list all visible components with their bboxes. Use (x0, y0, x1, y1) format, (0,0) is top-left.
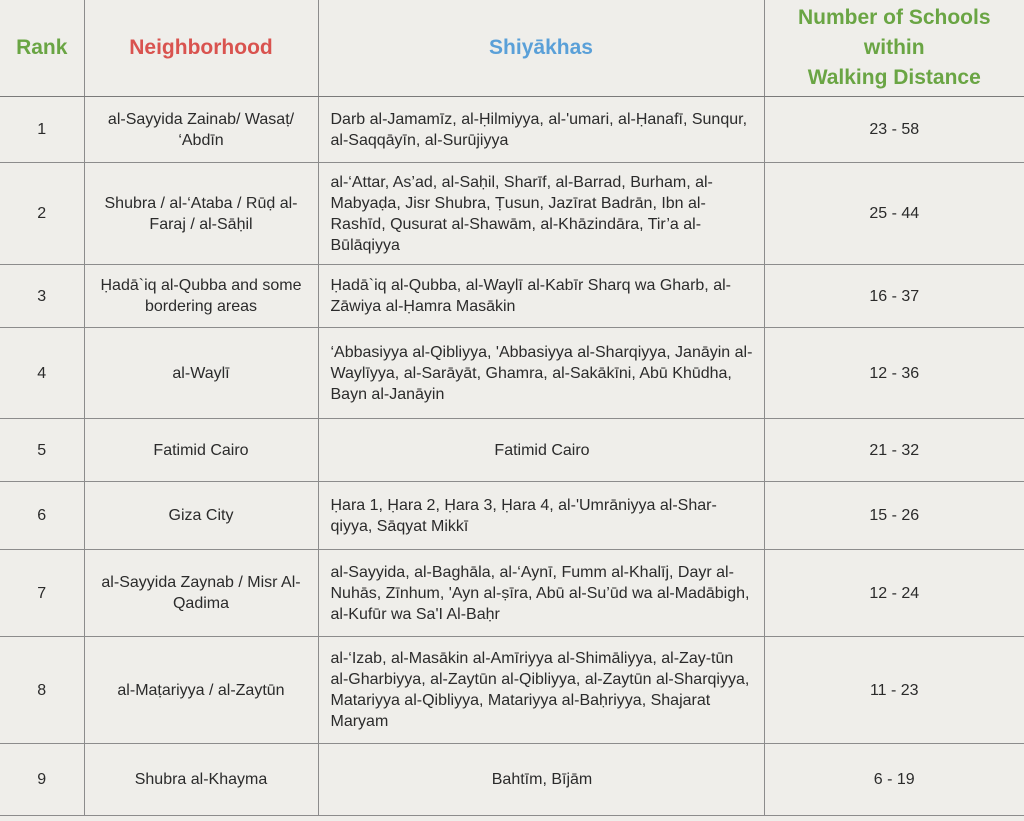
schools-cell: 21 - 32 (764, 418, 1024, 482)
shiyakhas-cell: ‘Abbasiyya al-Qibliyya, 'Abbasiyya al-Sh… (318, 327, 765, 419)
header-rank: Rank (0, 0, 85, 97)
shiyakhas-cell: al-‘Attar, As’ad, al-Saḥil, Sharīf, al-B… (318, 162, 765, 265)
shiyakhas-cell: Ḥadā`iq al-Qubba, al-Waylī al-Kabīr Shar… (318, 264, 765, 328)
rank-cell: 7 (0, 549, 85, 637)
schools-cell: 25 - 44 (764, 162, 1024, 265)
rank-cell: 4 (0, 327, 85, 419)
header-neighborhood: Neighborhood (84, 0, 319, 97)
neighborhood-cell: Giza City (84, 481, 319, 550)
neighborhood-cell: al-Maṭariyya / al-Zaytūn (84, 636, 319, 744)
header-row: Rank Neighborhood Shiyākhas Number of Sc… (0, 0, 1024, 97)
shiyakhas-cell: Bahtīm, Bījām (318, 743, 765, 816)
shiyakhas-cell: Ḥara 1, Ḥara 2, Ḥara 3, Ḥara 4, al-'Umrā… (318, 481, 765, 550)
neighborhood-cell: Fatimid Cairo (84, 418, 319, 482)
table-header: Rank Neighborhood Shiyākhas Number of Sc… (0, 0, 1024, 97)
neighborhood-cell: Ḥadā`iq al-Qubba and some bordering area… (84, 264, 319, 328)
table-row: 4 al-Waylī ‘Abbasiyya al-Qibliyya, 'Abba… (0, 327, 1024, 419)
rank-cell: 2 (0, 162, 85, 265)
schools-cell: 12 - 24 (764, 549, 1024, 637)
table-row: 1 al-Sayyida Zainab/ Wasaṭ/ ‘Abdīn Darb … (0, 96, 1024, 163)
neighborhood-cell: al-Sayyida Zainab/ Wasaṭ/ ‘Abdīn (84, 96, 319, 163)
neighborhood-cell: Shubra / al-‘Ataba / Rūḍ al-Faraj / al-S… (84, 162, 319, 265)
header-schools-line1: Number of Schools (797, 6, 991, 29)
schools-cell: 12 - 36 (764, 327, 1024, 419)
table-row: 7 al-Sayyida Zaynab / Misr Al-Qadima al-… (0, 549, 1024, 637)
table-row: 3 Ḥadā`iq al-Qubba and some bordering ar… (0, 264, 1024, 328)
table-row: 5 Fatimid Cairo Fatimid Cairo 21 - 32 (0, 418, 1024, 482)
rank-cell: 6 (0, 481, 85, 550)
neighborhood-cell: Shubra al-Khayma (84, 743, 319, 816)
rank-cell: 9 (0, 743, 85, 816)
table-row: 6 Giza City Ḥara 1, Ḥara 2, Ḥara 3, Ḥara… (0, 481, 1024, 550)
schools-cell: 23 - 58 (764, 96, 1024, 163)
header-schools-line2: within (863, 36, 925, 59)
schools-cell: 16 - 37 (764, 264, 1024, 328)
table-row: 8 al-Maṭariyya / al-Zaytūn al-‘Izab, al-… (0, 636, 1024, 744)
neighborhood-cell: al-Sayyida Zaynab / Misr Al-Qadima (84, 549, 319, 637)
table-row: 2 Shubra / al-‘Ataba / Rūḍ al-Faraj / al… (0, 162, 1024, 265)
rank-cell: 8 (0, 636, 85, 744)
header-schools: Number of Schools within Walking Distanc… (764, 0, 1024, 97)
schools-cell: 6 - 19 (764, 743, 1024, 816)
schools-cell: 11 - 23 (764, 636, 1024, 744)
shiyakhas-cell: al-‘Izab, al-Masākin al-Amīriyya al-Shim… (318, 636, 765, 744)
rank-cell: 3 (0, 264, 85, 328)
table-row: 9 Shubra al-Khayma Bahtīm, Bījām 6 - 19 (0, 743, 1024, 816)
shiyakhas-cell: al-Sayyida, al-Baghāla, al-‘Aynī, Fumm a… (318, 549, 765, 637)
shiyakhas-cell: Darb al-Jamamīz, al-Ḥilmiyya, al-'umari,… (318, 96, 765, 163)
schools-cell: 15 - 26 (764, 481, 1024, 550)
header-schools-line3: Walking Distance (807, 66, 981, 89)
table-body: 1 al-Sayyida Zainab/ Wasaṭ/ ‘Abdīn Darb … (0, 96, 1024, 816)
rank-cell: 5 (0, 418, 85, 482)
neighborhood-cell: al-Waylī (84, 327, 319, 419)
shiyakhas-cell: Fatimid Cairo (318, 418, 765, 482)
header-shiyakhas: Shiyākhas (318, 0, 765, 97)
rank-cell: 1 (0, 96, 85, 163)
